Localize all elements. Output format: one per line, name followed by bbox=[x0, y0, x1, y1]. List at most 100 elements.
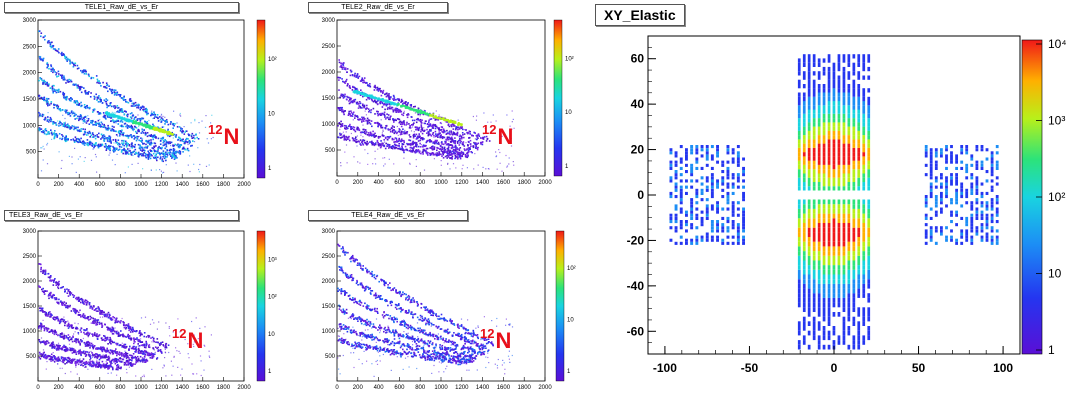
data-point bbox=[173, 133, 176, 136]
data-point bbox=[43, 290, 45, 293]
data-point bbox=[447, 136, 449, 139]
data-point bbox=[442, 153, 444, 156]
data-point bbox=[434, 139, 437, 142]
data-point bbox=[382, 91, 384, 93]
x-tick-label: 2000 bbox=[237, 182, 251, 188]
data-point bbox=[107, 147, 110, 150]
data-point bbox=[107, 311, 110, 314]
data-point bbox=[157, 341, 160, 344]
data-point bbox=[173, 144, 176, 147]
data-point bbox=[93, 322, 95, 325]
data-point bbox=[148, 352, 150, 355]
data-point bbox=[45, 133, 48, 136]
data-point bbox=[455, 126, 458, 128]
data-point bbox=[102, 135, 104, 137]
data-point bbox=[389, 130, 392, 133]
data-point bbox=[158, 145, 160, 148]
data-point bbox=[110, 340, 112, 342]
data-point bbox=[465, 155, 468, 157]
data-point bbox=[391, 128, 394, 130]
tele3-title: TELE3_Raw_dE_vs_Er bbox=[4, 210, 239, 221]
data-point bbox=[63, 96, 65, 99]
data-point bbox=[105, 128, 108, 130]
data-point bbox=[346, 71, 348, 73]
data-point bbox=[364, 110, 366, 112]
data-point bbox=[154, 115, 156, 118]
data-point bbox=[87, 335, 90, 337]
data-point bbox=[84, 300, 86, 303]
data-point bbox=[131, 355, 134, 357]
ridge-point bbox=[410, 108, 413, 111]
data-point bbox=[368, 134, 370, 137]
data-point bbox=[343, 136, 345, 139]
data-point bbox=[77, 141, 80, 144]
data-point bbox=[122, 132, 125, 134]
data-point bbox=[51, 69, 54, 71]
data-point bbox=[63, 77, 66, 80]
data-point bbox=[380, 126, 383, 129]
data-point bbox=[55, 89, 58, 92]
data-point bbox=[170, 145, 172, 147]
data-point bbox=[44, 272, 47, 275]
data-point bbox=[117, 143, 119, 146]
data-point bbox=[412, 106, 415, 108]
data-point bbox=[70, 338, 73, 341]
data-point bbox=[47, 98, 50, 100]
data-point bbox=[123, 322, 125, 324]
data-point bbox=[107, 343, 109, 345]
data-point bbox=[118, 142, 120, 145]
data-point bbox=[393, 121, 395, 123]
data-point bbox=[75, 100, 78, 102]
data-point bbox=[89, 307, 91, 309]
data-point bbox=[75, 297, 77, 300]
data-point bbox=[466, 156, 469, 159]
data-point bbox=[81, 141, 83, 144]
data-point bbox=[65, 336, 68, 339]
data-point bbox=[94, 142, 97, 145]
data-point bbox=[426, 123, 429, 125]
data-point bbox=[363, 118, 366, 120]
data-point bbox=[397, 108, 400, 111]
data-point bbox=[354, 140, 356, 142]
data-point bbox=[79, 86, 82, 89]
data-point bbox=[165, 344, 167, 347]
data-point bbox=[145, 351, 148, 354]
ridge-point bbox=[125, 119, 128, 122]
data-point bbox=[158, 343, 161, 345]
data-point bbox=[393, 99, 396, 101]
data-point bbox=[98, 321, 101, 324]
data-point bbox=[109, 336, 111, 339]
data-point bbox=[102, 346, 104, 349]
data-point bbox=[84, 107, 87, 110]
data-point bbox=[459, 154, 462, 157]
data-point bbox=[357, 161, 359, 163]
data-point bbox=[371, 143, 374, 146]
data-point bbox=[410, 142, 412, 145]
data-point bbox=[172, 137, 174, 139]
data-point bbox=[54, 48, 56, 50]
data-point bbox=[157, 137, 160, 140]
data-point bbox=[129, 345, 131, 348]
data-point bbox=[119, 110, 121, 113]
data-point bbox=[441, 137, 444, 140]
data-point bbox=[49, 311, 51, 313]
data-point bbox=[79, 140, 82, 143]
data-point bbox=[51, 329, 54, 332]
color-scale-label: 1 bbox=[268, 166, 272, 172]
data-point bbox=[381, 112, 384, 115]
data-point bbox=[338, 59, 340, 61]
data-point bbox=[450, 130, 452, 132]
data-point bbox=[400, 139, 403, 141]
data-point bbox=[144, 154, 146, 157]
data-point bbox=[57, 48, 60, 50]
data-point bbox=[147, 141, 150, 143]
data-point bbox=[139, 108, 142, 111]
data-point bbox=[60, 75, 63, 77]
data-point bbox=[128, 99, 131, 101]
data-point bbox=[440, 134, 442, 136]
data-point bbox=[161, 172, 164, 174]
data-point bbox=[426, 128, 428, 131]
data-point bbox=[452, 140, 454, 142]
data-point bbox=[96, 323, 99, 326]
data-point bbox=[193, 163, 195, 165]
